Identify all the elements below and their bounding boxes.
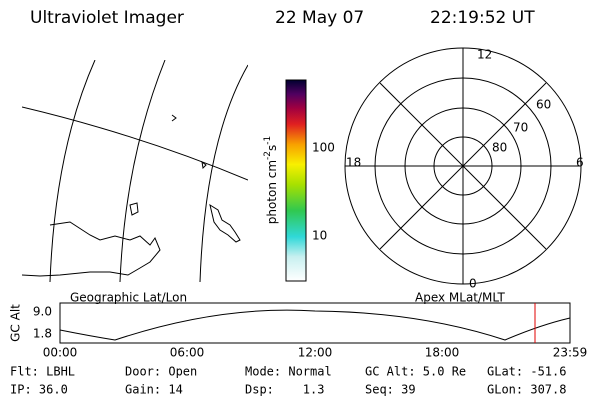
clock-label: 6	[576, 156, 584, 170]
colorbar-tick: 10	[312, 229, 327, 243]
status-field: GLon: 307.8	[487, 383, 566, 397]
title: Ultraviolet Imager	[30, 8, 184, 28]
clock-label: 12	[477, 48, 492, 62]
status-field: Door: Open	[125, 365, 197, 379]
clock-label: 18	[346, 156, 361, 170]
status-field: Flt: LBHL	[10, 365, 75, 379]
status-field: Gain: 14	[125, 383, 183, 397]
altitude-curve	[59, 309, 571, 341]
footer: Flt: LBHL Door: Open Mode: Normal GC Alt: 5…	[10, 365, 566, 397]
y-tick-label: 1.8	[33, 327, 52, 341]
axis-label: GC Alt	[9, 304, 23, 342]
colorbar-label: photon cm-2s-1	[263, 136, 279, 225]
status-field: Mode: Normal	[245, 365, 332, 379]
altitude-frame	[59, 302, 571, 344]
panel-title: Geographic Lat/Lon	[70, 291, 187, 305]
map	[22, 60, 248, 282]
time: 22:19:52 UT	[430, 8, 535, 28]
ring-label: 70	[513, 121, 528, 135]
status-field: Dsp: 1.3	[245, 383, 324, 397]
clock-label: 0	[469, 277, 477, 291]
ring-label: 80	[492, 141, 507, 155]
x-tick-label: 23:59	[553, 346, 588, 360]
x-tick-label: 12:00	[298, 346, 333, 360]
status-field: IP: 36.0	[10, 383, 68, 397]
status-field: GLat: -51.6	[487, 365, 566, 379]
polar-plot	[344, 47, 582, 285]
x-tick-label: 00:00	[43, 346, 78, 360]
x-tick-label: 18:00	[425, 346, 460, 360]
colorbar-tick: 100	[312, 141, 335, 155]
y-tick-label: 9.0	[33, 305, 52, 319]
colorbar	[285, 79, 307, 282]
x-tick-label: 06:00	[170, 346, 205, 360]
date: 22 May 07	[275, 8, 364, 28]
ring-label: 60	[536, 98, 551, 112]
panel-title: Apex MLat/MLT	[415, 291, 505, 305]
status-field: GC Alt: 5.0 Re	[365, 365, 466, 379]
status-field: Seq: 39	[365, 383, 416, 397]
